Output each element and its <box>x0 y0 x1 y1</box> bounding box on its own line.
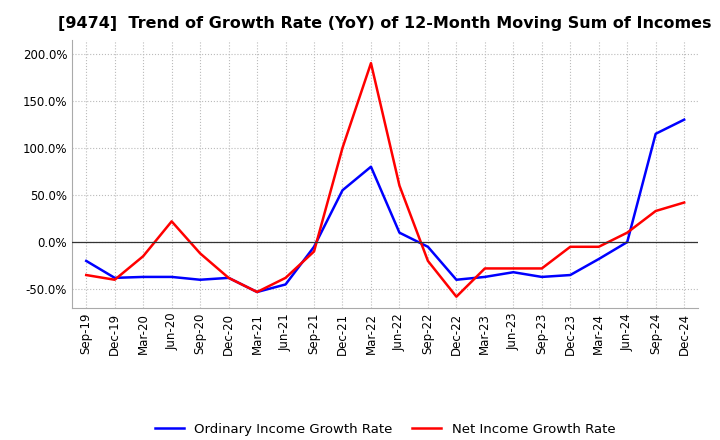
Ordinary Income Growth Rate <box>366 164 375 169</box>
Net Income Growth Rate <box>310 249 318 254</box>
Net Income Growth Rate <box>139 253 148 259</box>
Ordinary Income Growth Rate <box>452 277 461 282</box>
Ordinary Income Growth Rate <box>680 117 688 122</box>
Net Income Growth Rate <box>225 275 233 281</box>
Ordinary Income Growth Rate <box>310 244 318 249</box>
Ordinary Income Growth Rate <box>595 257 603 262</box>
Ordinary Income Growth Rate <box>167 274 176 279</box>
Net Income Growth Rate <box>423 258 432 264</box>
Net Income Growth Rate <box>395 183 404 188</box>
Ordinary Income Growth Rate <box>139 274 148 279</box>
Ordinary Income Growth Rate <box>480 274 489 279</box>
Net Income Growth Rate <box>595 244 603 249</box>
Ordinary Income Growth Rate <box>253 290 261 295</box>
Ordinary Income Growth Rate <box>566 272 575 278</box>
Ordinary Income Growth Rate <box>110 275 119 281</box>
Ordinary Income Growth Rate <box>395 230 404 235</box>
Legend: Ordinary Income Growth Rate, Net Income Growth Rate: Ordinary Income Growth Rate, Net Income … <box>150 418 621 440</box>
Net Income Growth Rate <box>282 275 290 281</box>
Ordinary Income Growth Rate <box>623 239 631 245</box>
Net Income Growth Rate <box>480 266 489 271</box>
Ordinary Income Growth Rate <box>537 274 546 279</box>
Net Income Growth Rate <box>82 272 91 278</box>
Net Income Growth Rate <box>652 209 660 214</box>
Net Income Growth Rate <box>566 244 575 249</box>
Net Income Growth Rate <box>509 266 518 271</box>
Net Income Growth Rate <box>167 219 176 224</box>
Title: [9474]  Trend of Growth Rate (YoY) of 12-Month Moving Sum of Incomes: [9474] Trend of Growth Rate (YoY) of 12-… <box>58 16 712 32</box>
Net Income Growth Rate <box>452 294 461 299</box>
Ordinary Income Growth Rate <box>423 244 432 249</box>
Net Income Growth Rate <box>253 290 261 295</box>
Ordinary Income Growth Rate <box>652 131 660 136</box>
Ordinary Income Growth Rate <box>196 277 204 282</box>
Ordinary Income Growth Rate <box>282 282 290 287</box>
Ordinary Income Growth Rate <box>225 275 233 281</box>
Line: Net Income Growth Rate: Net Income Growth Rate <box>86 63 684 297</box>
Net Income Growth Rate <box>366 61 375 66</box>
Net Income Growth Rate <box>338 145 347 150</box>
Ordinary Income Growth Rate <box>509 270 518 275</box>
Net Income Growth Rate <box>680 200 688 205</box>
Ordinary Income Growth Rate <box>82 258 91 264</box>
Net Income Growth Rate <box>623 230 631 235</box>
Line: Ordinary Income Growth Rate: Ordinary Income Growth Rate <box>86 120 684 292</box>
Ordinary Income Growth Rate <box>338 187 347 193</box>
Net Income Growth Rate <box>110 277 119 282</box>
Net Income Growth Rate <box>196 251 204 256</box>
Net Income Growth Rate <box>537 266 546 271</box>
